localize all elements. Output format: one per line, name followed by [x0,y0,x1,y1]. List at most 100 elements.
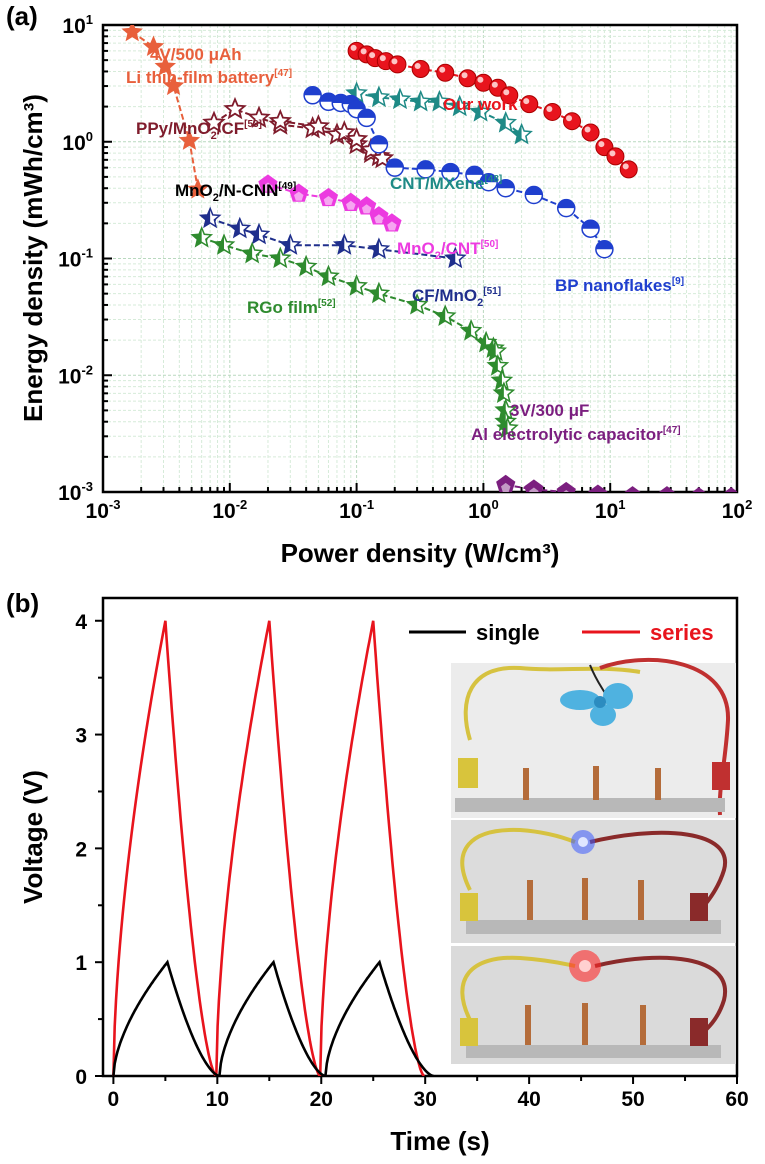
data-point-cnt-mxene [448,94,472,117]
label-rgo-film-name: RGo film [247,298,318,317]
data-point-bp-nanoflakes [595,240,614,259]
data-point-our-work [411,59,430,78]
data-point-our-work [606,147,625,166]
data-point-rgo-film [490,368,514,391]
panel-b-x-tick-label: 30 [414,1088,437,1111]
label-bp-nanoflakes-ref: [9] [672,276,684,287]
data-point-our-work [543,102,562,121]
data-point-al-electrolytic-capacitor [556,481,576,492]
panel-a-y-tick-label: 10-3 [58,479,93,505]
label-al-capacitor-line1: 3V/300 μF [510,401,589,420]
panel-b-ticks: 0 10 20 30 40 50 60 0 1 2 3 4 [75,611,748,1111]
data-point-our-work [500,86,519,105]
panel-b-x-tick-label: 0 [108,1088,120,1111]
label-rgo-film: RGo film[52] [247,298,336,317]
label-mno2-n-cnn-ref: [49] [278,181,296,192]
data-point-rgo-film [486,354,510,376]
panel-a-ticks: 10-3 10-2 10-1 100 101 102 10-3 10-2 10-1 100 101 [58,12,752,523]
panel-b-y-tick-label: 3 [75,725,87,748]
data-point-our-work [436,63,455,82]
panel-a-markers [121,25,737,492]
panel-a-y-axis-title: Energy density (mWh/cm³) [18,94,48,422]
panel-a-x-tick-label: 101 [595,497,626,523]
legend-series-label: series [650,620,714,645]
panel-b-x-tick-label: 60 [725,1088,748,1111]
data-point-al-electrolytic-capacitor [724,487,737,492]
data-point-cnt-mxene [510,122,533,145]
panel-b-series-lines [112,620,434,1076]
data-point-bp-nanoflakes [303,86,322,105]
data-point-rgo-film [190,225,214,248]
legend-single-label: single [476,620,540,645]
data-point-ppy-mno2-cf [202,110,226,133]
panel-b-x-tick-label: 10 [206,1088,229,1111]
data-point-rgo-film [294,254,318,277]
data-point-rgo-film [433,304,457,326]
data-point-mno2-cnt [318,187,339,207]
data-point-rgo-film [212,233,236,255]
panel-b-x-tick-label: 20 [310,1088,333,1111]
data-point-our-work [458,69,477,88]
panel-b-x-axis-title: Time (s) [390,1126,489,1156]
curve-single-cycle-1 [112,959,220,1076]
data-point-bp-nanoflakes [581,219,600,238]
label-mno2-cnt: MnO2/CNT[50] [397,239,498,262]
data-point-our-work [563,112,582,131]
data-point-rgo-film [459,318,483,341]
panel-a-x-tick-label: 10-1 [339,497,374,523]
data-point-cnt-mxene [494,110,518,133]
label-li-battery-ref: [47] [274,68,292,79]
data-point-bp-nanoflakes [385,158,405,177]
label-li-battery: Li thin-film battery[47] [126,68,292,87]
label-cnt-mxene: CNT/MXene[48] [390,174,502,193]
photo-fan-demo [451,657,736,818]
data-point-rgo-film [484,339,508,362]
data-point-our-work [581,123,600,142]
panel-a-x-axis-title: Power density (W/cm³) [281,538,560,568]
data-point-bp-nanoflakes [556,198,576,218]
data-point-rgo-film [268,246,292,269]
photo-blue-led-demo [451,820,736,943]
data-point-cnt-mxene [469,99,492,122]
panel-a-label: (a) [6,1,38,31]
panel-b-y-tick-label: 1 [75,952,87,975]
label-mno2-n-cnn: MnO2/N-CNN[49] [175,181,296,204]
data-point-rgo-film [240,241,264,264]
data-point-cnt-mxene [409,89,433,112]
photo-red-led-demo [451,946,736,1064]
data-point-cnt-mxene [367,85,391,108]
label-al-capacitor: Al electrolytic capacitor[47] [471,425,681,444]
data-point-cf-mno2 [247,222,271,245]
data-point-mno2-cnt [289,183,309,202]
data-point-our-work [520,95,539,114]
data-point-li-thin-film-battery [162,74,185,96]
data-point-rgo-film [405,293,429,315]
panel-b-legend: single series [409,620,714,645]
label-cf-mno2: CF/MnO2[51] [412,286,501,309]
panel-b-y-tick-label: 2 [75,838,87,861]
data-point-bp-nanoflakes [524,185,544,205]
data-point-mno2-n-cnn [268,108,293,132]
data-point-our-work [619,160,638,179]
data-point-rgo-film [367,281,391,304]
data-point-bp-nanoflakes [479,172,498,192]
label-al-capacitor-line2: Al electrolytic capacitor [471,425,663,444]
panel-a-x-tick-label: 102 [722,497,753,523]
panel-b-x-tick-label: 50 [621,1088,644,1111]
data-point-rgo-film [492,381,516,403]
data-point-mno2-n-cnn [306,114,331,137]
panel-a-y-tick-label: 101 [62,12,93,38]
panel-b-y-tick-label: 4 [75,611,87,634]
label-al-capacitor-ref: [47] [663,425,681,436]
data-point-bp-nanoflakes [496,178,515,198]
label-bp-nanoflakes: BP nanoflakes[9] [555,276,684,295]
label-mno2-cnt-ref: [50] [481,239,499,250]
panel-b-x-tick-label: 40 [517,1088,540,1111]
curve-series-cycle-2 [215,620,322,1076]
data-point-cnt-mxene [388,87,412,110]
data-point-cf-mno2 [367,237,391,259]
data-point-li-thin-film-battery [154,55,177,76]
data-point-bp-nanoflakes [416,160,435,179]
data-point-mno2-n-cnn [370,146,395,169]
data-point-rgo-film [317,264,340,287]
